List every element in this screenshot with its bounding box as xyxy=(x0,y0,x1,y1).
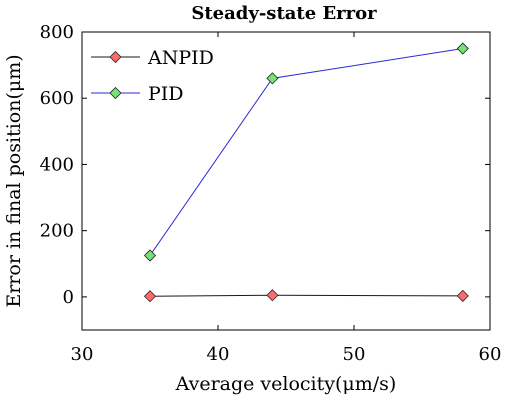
y-tick-label: 400 xyxy=(40,154,74,175)
series-point-anpid xyxy=(266,289,279,302)
series-line-pid xyxy=(149,48,463,256)
y-tick-label: 200 xyxy=(40,221,74,242)
legend-marker-pid xyxy=(109,86,122,100)
series-point-pid xyxy=(143,249,157,262)
x-tick-label: 40 xyxy=(207,344,230,365)
legend-label-pid: PID xyxy=(148,83,184,105)
x-tick-label: 50 xyxy=(343,344,366,365)
y-axis-label: Error in final position(μm) xyxy=(3,54,25,307)
series-point-pid xyxy=(456,42,469,55)
chart-title: Steady-state Error xyxy=(191,3,377,24)
x-tick-label: 30 xyxy=(71,344,94,365)
x-axis-label: Average velocity(μm/s) xyxy=(175,373,397,395)
series-point-anpid xyxy=(143,290,157,303)
series-line-anpid xyxy=(149,294,463,297)
legend-label-anpid: ANPID xyxy=(147,47,214,69)
plot-frame xyxy=(81,31,491,331)
series-point-pid xyxy=(266,72,279,85)
series-point-anpid xyxy=(456,289,469,302)
legend-marker-anpid xyxy=(109,50,122,64)
series-layer xyxy=(143,42,469,303)
x-tick-label: 60 xyxy=(479,344,502,365)
y-tick-label: 800 xyxy=(40,22,74,43)
y-tick-label: 0 xyxy=(63,287,74,308)
y-axis-ticks: 0 200 400 600 800 xyxy=(40,22,490,308)
legend: ANPID PID xyxy=(91,47,214,105)
y-tick-label: 600 xyxy=(40,88,74,109)
x-axis-ticks: 30 40 50 60 xyxy=(71,32,502,365)
